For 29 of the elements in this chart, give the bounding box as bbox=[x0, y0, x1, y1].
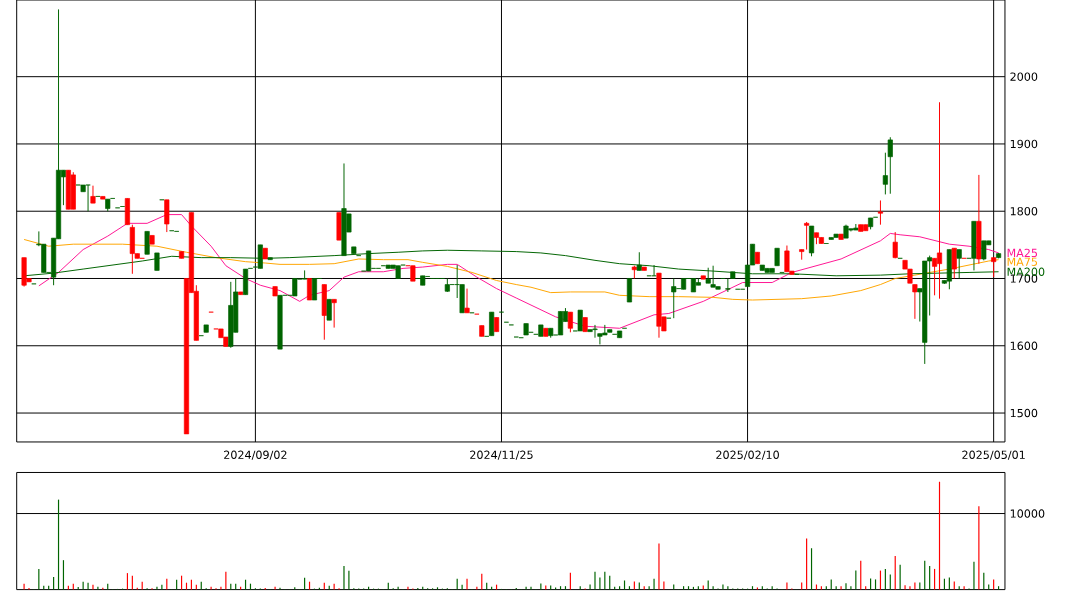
candlestick bbox=[144, 231, 150, 255]
candlestick bbox=[887, 136, 893, 195]
candlestick bbox=[951, 247, 957, 280]
candlestick bbox=[671, 278, 677, 319]
y-tick-label: 2000 bbox=[1010, 72, 1038, 82]
series-label: MA25 bbox=[1007, 248, 1038, 258]
y-tick-label: 1800 bbox=[1010, 207, 1038, 216]
candlestick bbox=[331, 299, 337, 329]
candlestick bbox=[326, 299, 332, 321]
x-tick-label: 2024/09/02 bbox=[224, 450, 287, 461]
x-tick-label: 2024/11/25 bbox=[470, 450, 533, 461]
candlestick bbox=[626, 278, 632, 303]
x-tick-label: 2025/02/10 bbox=[716, 450, 779, 461]
y-tick-label: 10000 bbox=[1010, 509, 1045, 518]
series-label: MA200 bbox=[1007, 267, 1045, 277]
candlestick bbox=[577, 309, 583, 332]
y-tick-label: 1500 bbox=[1010, 409, 1038, 418]
series-label: MA75 bbox=[1007, 257, 1038, 267]
candlestick bbox=[489, 311, 495, 337]
candlestick bbox=[306, 278, 313, 301]
candlestick bbox=[90, 185, 96, 204]
candlestick bbox=[464, 288, 470, 314]
x-tick-label: 2025/05/01 bbox=[962, 450, 1025, 461]
y-tick-label: 1600 bbox=[1010, 341, 1038, 351]
y-tick-label: 1700 bbox=[1010, 274, 1038, 283]
candlestick bbox=[892, 231, 898, 260]
candlestick bbox=[991, 257, 997, 278]
candlestick bbox=[567, 311, 573, 333]
y-tick-label: 1900 bbox=[1010, 139, 1038, 149]
